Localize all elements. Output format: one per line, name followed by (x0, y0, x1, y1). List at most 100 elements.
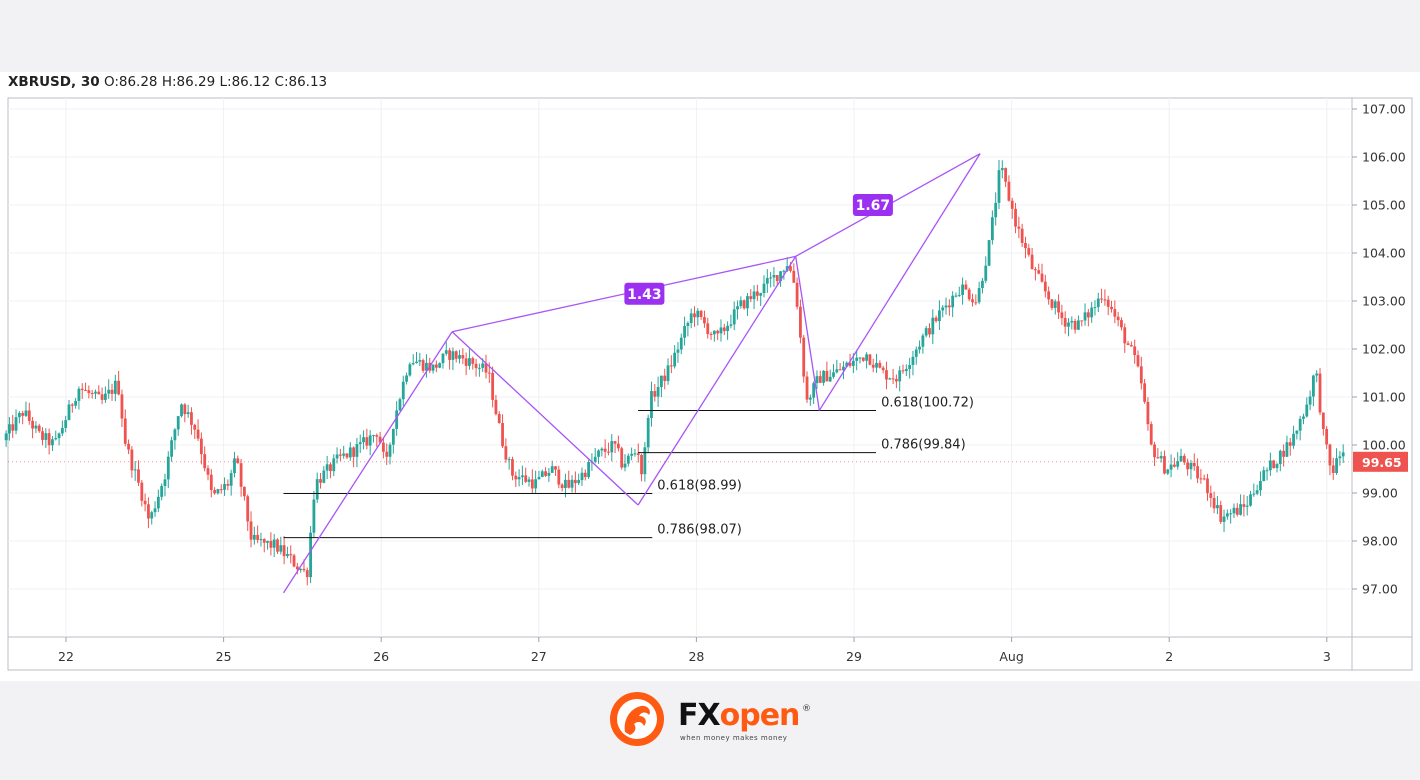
candle (1169, 454, 1173, 478)
candle-body (1169, 464, 1173, 470)
candle-body (127, 443, 130, 450)
ratio-badge-text: 1.67 (856, 198, 891, 214)
candle-body (908, 364, 912, 370)
candle (163, 473, 167, 497)
candle-body (461, 355, 465, 359)
time-tick-label: 27 (531, 649, 547, 664)
candle (560, 483, 564, 492)
candle-body (732, 309, 736, 325)
candle-body (1017, 226, 1021, 229)
candle-body (471, 358, 475, 364)
candle-body (1331, 465, 1335, 474)
candle-body (104, 393, 107, 400)
candle-body (282, 545, 286, 557)
candle-body (689, 313, 693, 323)
candle (1295, 430, 1299, 440)
candle (425, 354, 428, 378)
candle (150, 510, 154, 525)
candle-body (1100, 298, 1103, 300)
candle (1027, 243, 1031, 257)
candle (1110, 300, 1113, 313)
candle-body (229, 473, 233, 486)
candle (967, 287, 971, 302)
candle-body (1149, 424, 1153, 445)
candle-body (454, 351, 458, 359)
candle-body (749, 296, 753, 300)
price-tick-label: 98.00 (1362, 534, 1398, 549)
candle (411, 354, 415, 366)
candle-body (643, 447, 647, 475)
candle (74, 397, 78, 409)
candle (276, 538, 279, 555)
candle-body (885, 370, 888, 380)
candle (663, 368, 667, 390)
candle (127, 439, 130, 455)
candle-body (974, 302, 978, 304)
candle-body (352, 447, 356, 457)
candle-body (921, 335, 925, 347)
candle-body (37, 425, 41, 432)
candle (597, 449, 600, 464)
candle-body (411, 363, 415, 365)
candle-body (739, 300, 743, 307)
candle (1219, 500, 1223, 525)
candle (924, 325, 928, 338)
candle (825, 361, 829, 382)
price-tick-label: 100.00 (1362, 438, 1406, 453)
candle-body (279, 545, 283, 552)
candle (252, 526, 256, 545)
candle-body (468, 358, 471, 366)
candle (166, 451, 170, 489)
candle (477, 363, 481, 377)
candle (894, 374, 898, 389)
candle-body (1086, 312, 1090, 318)
candle-body (583, 472, 587, 478)
candle-body (914, 349, 918, 357)
candle-body (1189, 462, 1193, 470)
candle (471, 356, 475, 370)
candle (944, 297, 948, 315)
candle (918, 340, 921, 354)
candle (580, 467, 584, 486)
candle (269, 532, 273, 556)
candle (961, 277, 964, 305)
candle (186, 404, 190, 418)
candle (14, 409, 18, 435)
candle-body (871, 364, 875, 368)
candle-body (219, 489, 223, 491)
candle (1321, 412, 1325, 436)
candle-body (547, 472, 551, 476)
candle (1242, 494, 1246, 517)
ratio-badge-box (852, 194, 893, 216)
candle-body (325, 464, 329, 471)
candle (911, 350, 915, 376)
candle (1037, 263, 1041, 275)
chart-panel (0, 72, 1420, 681)
candle-body (666, 365, 670, 382)
candle (47, 428, 51, 455)
candle (57, 432, 61, 446)
candle-body (464, 358, 468, 366)
candle (454, 350, 458, 363)
candle (474, 358, 478, 377)
candle (646, 414, 650, 453)
candle-body (94, 391, 97, 394)
candle-body (848, 362, 852, 366)
candle-body (1235, 507, 1239, 515)
candle-body (736, 306, 739, 310)
candle (544, 467, 547, 477)
ohlc-close: C:86.13 (274, 74, 328, 90)
candle-body (775, 275, 779, 282)
candle (362, 430, 365, 450)
candle-body (110, 389, 114, 394)
candle-body (1312, 375, 1315, 397)
candle (90, 389, 94, 399)
candle-body (1302, 416, 1305, 419)
candle (540, 469, 544, 478)
candle (329, 462, 332, 479)
candle (1000, 160, 1004, 179)
interval-label: 30 (80, 74, 100, 90)
candle (1222, 509, 1226, 533)
candle-body (832, 372, 835, 377)
